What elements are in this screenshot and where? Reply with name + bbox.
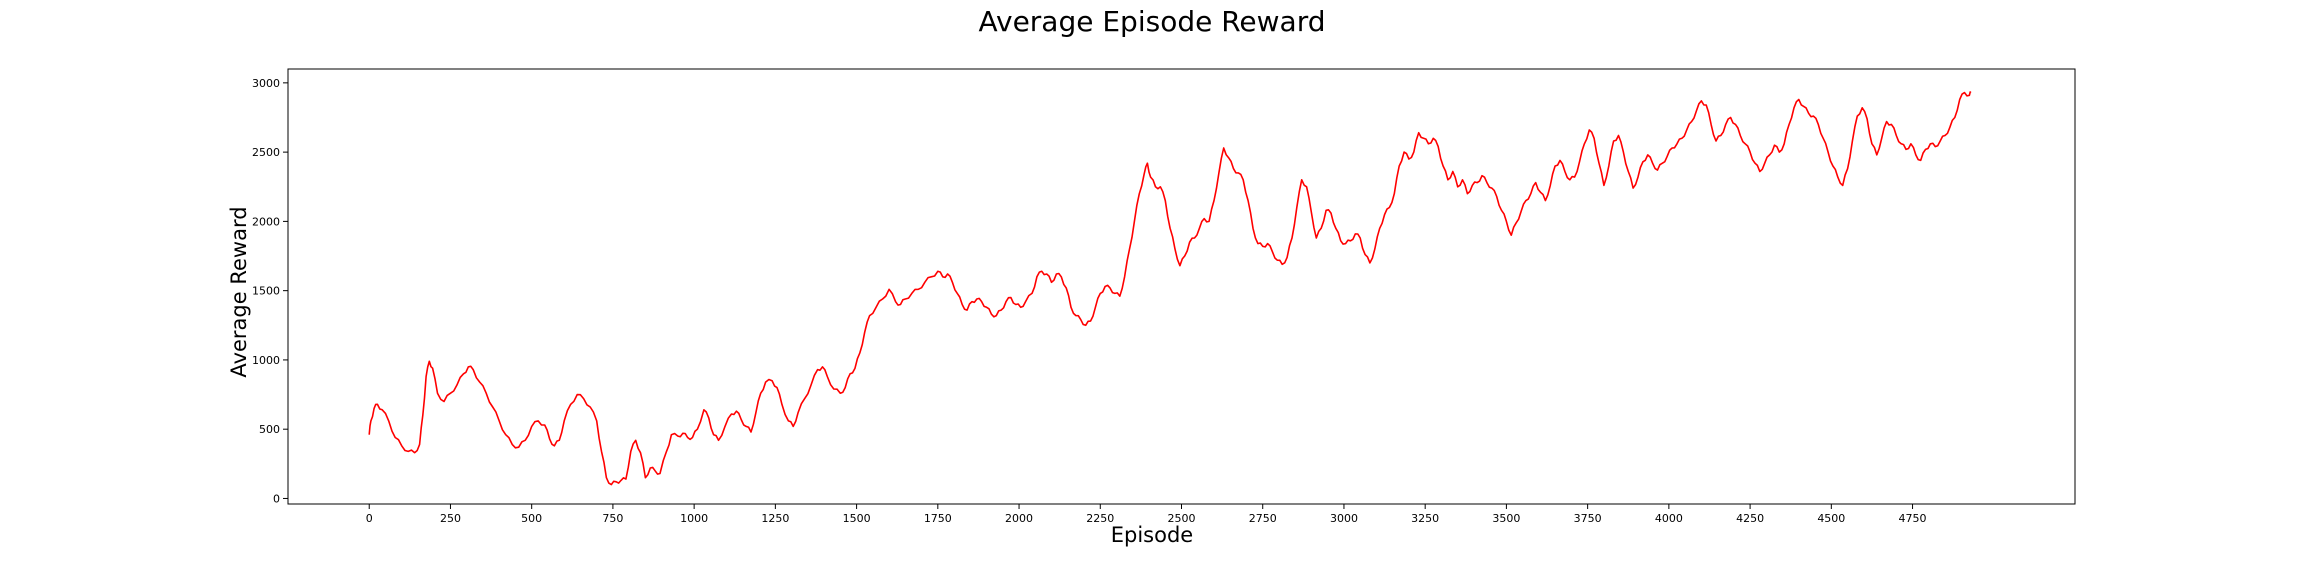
x-tick-label: 1250 xyxy=(761,512,789,525)
x-tick-label: 1750 xyxy=(924,512,952,525)
x-tick-label: 3750 xyxy=(1574,512,1602,525)
y-tick-label: 0 xyxy=(273,492,280,505)
x-tick-label: 1000 xyxy=(680,512,708,525)
plot-area-frame xyxy=(287,68,2076,505)
y-tick-label: 2500 xyxy=(252,146,280,159)
x-tick-label: 2750 xyxy=(1249,512,1277,525)
x-tick-label: 500 xyxy=(521,512,542,525)
x-tick-label: 3500 xyxy=(1492,512,1520,525)
x-tick-label: 0 xyxy=(366,512,373,525)
x-tick-label: 4000 xyxy=(1655,512,1683,525)
y-tick-label: 2000 xyxy=(252,215,280,228)
x-axis-ticks: 0 250 500 750 1000 1250 1500 1750 2000 2250 2500 27… xyxy=(366,504,1927,525)
x-tick-label: 4250 xyxy=(1736,512,1764,525)
y-tick-label: 1000 xyxy=(252,354,280,367)
y-tick-label: 1500 xyxy=(252,285,280,298)
y-tick-label: 500 xyxy=(259,423,280,436)
reward-series-line xyxy=(368,91,1972,486)
x-tick-label: 2500 xyxy=(1168,512,1196,525)
y-axis-label: Average Reward xyxy=(227,206,251,377)
x-tick-label: 4500 xyxy=(1817,512,1845,525)
x-tick-label: 3000 xyxy=(1330,512,1358,525)
x-tick-label: 2250 xyxy=(1086,512,1114,525)
chart-title: Average Episode Reward xyxy=(978,5,1325,38)
y-tick-label: 3000 xyxy=(252,77,280,90)
x-tick-label: 4750 xyxy=(1899,512,1927,525)
x-tick-label: 2000 xyxy=(1005,512,1033,525)
x-tick-label: 3250 xyxy=(1411,512,1439,525)
x-tick-label: 250 xyxy=(440,512,461,525)
x-tick-label: 750 xyxy=(602,512,623,525)
x-tick-label: 1500 xyxy=(843,512,871,525)
x-axis-label: Episode xyxy=(1111,523,1193,547)
y-axis-ticks: 0 500 1000 1500 2000 2500 3000 xyxy=(252,77,288,505)
